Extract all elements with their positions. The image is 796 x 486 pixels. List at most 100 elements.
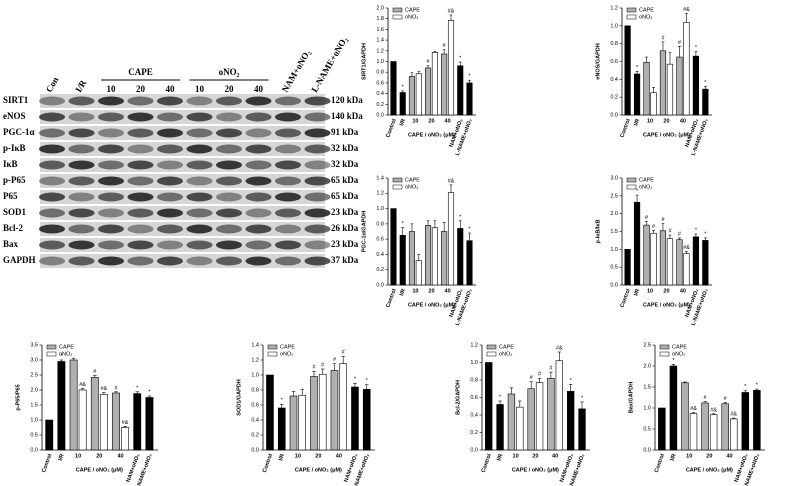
bar — [277, 407, 286, 451]
band — [275, 112, 301, 122]
bar — [567, 391, 575, 451]
band — [186, 112, 213, 122]
bar — [466, 240, 473, 286]
bar — [431, 52, 438, 116]
significance: #& — [690, 406, 697, 412]
bar — [689, 413, 698, 451]
band — [245, 144, 272, 154]
significance: #& — [100, 386, 107, 392]
x-tick-label: 40 — [680, 288, 686, 294]
band — [304, 112, 331, 122]
x-axis-label: CAPE / oNO₂ (μM) — [76, 467, 123, 473]
bar — [90, 377, 99, 451]
y-tick-label: 1.4 — [251, 342, 259, 348]
significance: * — [136, 385, 139, 391]
band — [68, 256, 95, 266]
bar — [408, 76, 416, 116]
significance: * — [695, 45, 698, 51]
bar — [425, 225, 432, 286]
bar — [702, 88, 709, 116]
band — [304, 208, 331, 218]
y-tick-label: 0.6 — [376, 237, 384, 243]
band — [127, 160, 154, 170]
significance: # — [549, 366, 553, 372]
significance: * — [402, 221, 405, 227]
x-tick-label: 20 — [663, 118, 669, 124]
size-label: 32 kDa — [331, 143, 359, 153]
y-tick-label: 1.5 — [30, 402, 38, 408]
bar — [547, 377, 555, 451]
legend-label: oNO₂ — [280, 351, 293, 357]
significance: # — [333, 357, 337, 363]
legend-swatch — [46, 344, 57, 350]
band — [127, 112, 154, 122]
band — [304, 96, 331, 106]
band — [304, 256, 331, 266]
lane-label: NAM+oNO₂ — [280, 48, 312, 94]
bar — [702, 240, 709, 286]
band — [157, 176, 183, 186]
significance: * — [468, 74, 471, 80]
band — [98, 208, 124, 218]
bar — [666, 63, 674, 116]
bar — [351, 386, 359, 451]
y-tick-label: 1.0 — [30, 417, 38, 423]
legend-label: CAPE — [405, 177, 420, 183]
y-tick-label: 0.8 — [610, 41, 618, 47]
band — [304, 240, 331, 250]
significance: * — [581, 395, 584, 401]
band — [275, 192, 301, 202]
y-tick-label: 2.0 — [376, 5, 384, 11]
y-tick-label: 2.0 — [610, 211, 618, 217]
band — [275, 144, 301, 154]
bar — [408, 231, 416, 286]
y-tick-label: 1.0 — [470, 360, 478, 366]
band — [216, 192, 242, 202]
y-tick-label: 0.4 — [251, 417, 259, 423]
x-tick-label: 10 — [647, 288, 653, 294]
band — [39, 112, 65, 122]
legend-swatch — [392, 184, 403, 190]
band — [186, 96, 213, 106]
significance: # — [668, 229, 672, 235]
x-tick-label: 10 — [513, 453, 519, 459]
significance: #& — [683, 245, 690, 251]
y-tick-label: 1.2 — [376, 191, 384, 197]
y-tick-label: 0.6 — [470, 395, 478, 401]
bar — [485, 362, 493, 451]
significance: * — [636, 65, 639, 71]
legend-swatch — [267, 351, 278, 357]
band — [275, 240, 301, 250]
band — [127, 208, 154, 218]
legend-swatch — [486, 344, 497, 350]
bar — [330, 370, 339, 451]
band — [275, 256, 301, 266]
y-tick-label: 1.0 — [610, 247, 618, 253]
significance: * — [672, 358, 675, 364]
band — [245, 112, 272, 122]
bar — [659, 230, 667, 286]
band — [275, 208, 301, 218]
bar — [676, 56, 683, 116]
band — [216, 176, 242, 186]
significance: # — [645, 215, 649, 221]
band — [98, 128, 124, 138]
y-axis-label: SIRT1/GAPDH — [361, 43, 367, 80]
size-label: 65 kDa — [331, 191, 359, 201]
significance: * — [459, 214, 462, 220]
band — [275, 176, 301, 186]
protein-label: IκB — [3, 159, 18, 169]
y-tick-label: 0.2 — [610, 95, 618, 101]
band — [245, 224, 272, 234]
band — [157, 144, 183, 154]
significance: * — [402, 84, 405, 90]
significance: * — [704, 80, 707, 86]
y-tick-label: 1.2 — [251, 357, 259, 363]
y-tick-label: 0.4 — [376, 91, 384, 97]
y-tick-label: 3.5 — [30, 342, 38, 348]
x-axis-label: CAPE / oNO₂ (μM) — [643, 302, 690, 308]
y-axis-label: p-P65/P65 — [15, 384, 21, 410]
size-label: 65 kDa — [331, 175, 359, 185]
x-tick-label: I/R — [399, 118, 407, 127]
band — [157, 128, 183, 138]
